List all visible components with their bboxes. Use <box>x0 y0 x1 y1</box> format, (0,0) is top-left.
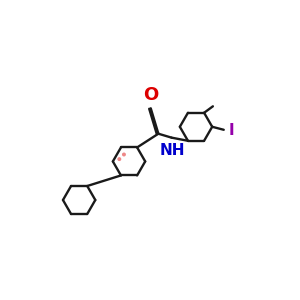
Text: O: O <box>143 86 158 104</box>
Circle shape <box>118 158 121 160</box>
Text: I: I <box>229 123 235 138</box>
Circle shape <box>123 153 125 156</box>
Text: NH: NH <box>160 143 185 158</box>
